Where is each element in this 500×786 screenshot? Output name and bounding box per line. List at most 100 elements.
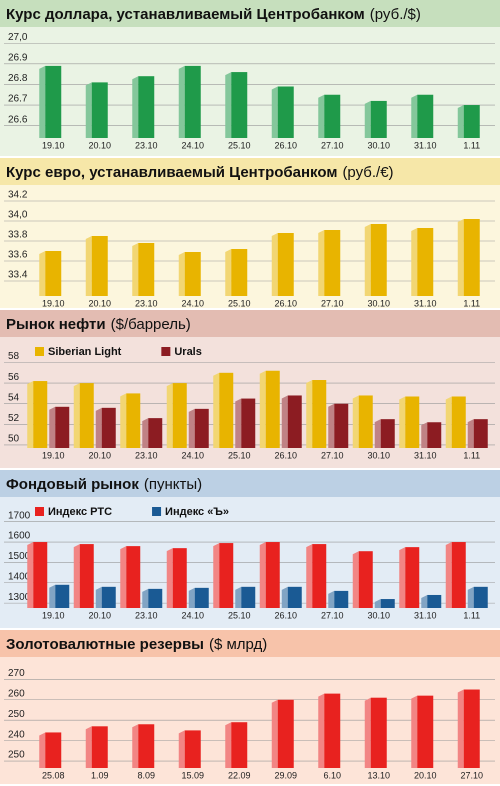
bar	[411, 695, 434, 768]
x-tick-label: 20.10	[414, 770, 437, 780]
bar-front	[370, 100, 387, 138]
bar	[166, 383, 187, 448]
bar-side	[178, 730, 185, 768]
bar-front	[427, 594, 442, 608]
bar-front	[417, 228, 434, 296]
bar-front	[194, 408, 209, 448]
bar-side	[411, 228, 418, 296]
x-tick-label: 20.10	[88, 610, 111, 620]
y-tick-label: 34,0	[8, 210, 28, 221]
legend-swatch	[161, 347, 171, 356]
bar-front	[55, 584, 70, 608]
panel-header	[0, 630, 500, 657]
y-tick-label: 27,0	[8, 32, 28, 43]
bar-front	[138, 76, 155, 138]
x-tick-label: 25.08	[42, 770, 65, 780]
bar-front	[194, 587, 209, 608]
x-tick-label: 23.10	[135, 140, 158, 150]
bar-front	[138, 243, 155, 296]
bar	[281, 395, 302, 448]
bar	[73, 544, 94, 608]
bar-side	[225, 722, 232, 768]
bar-side	[364, 100, 371, 138]
bar-front	[184, 730, 201, 768]
bar-side	[271, 699, 278, 768]
bar	[457, 219, 480, 296]
bar	[374, 419, 395, 448]
x-tick-label: 26.10	[274, 298, 297, 308]
bar-front	[277, 233, 294, 296]
x-tick-label: 31.10	[414, 450, 437, 460]
bar-front	[473, 586, 488, 608]
bar-front	[91, 82, 108, 138]
bar-front	[463, 105, 480, 138]
bar-front	[370, 224, 387, 296]
bar-side	[467, 419, 474, 448]
y-tick-label: 33.6	[8, 250, 28, 261]
bar	[142, 588, 163, 608]
legend-label: Siberian Light	[48, 346, 122, 358]
bar-side	[73, 383, 80, 448]
y-tick-label: 33.8	[8, 230, 28, 241]
bar-front	[241, 398, 256, 448]
y-tick-label: 260	[8, 688, 25, 699]
panel-units: (руб./€)	[342, 164, 393, 181]
bar	[95, 586, 116, 608]
bar-side	[132, 76, 139, 138]
bar	[235, 398, 256, 448]
bar	[467, 419, 488, 448]
bar-front	[184, 252, 201, 296]
bar	[120, 546, 141, 608]
x-tick-label: 27.10	[321, 450, 344, 460]
bar-side	[411, 94, 418, 138]
bar	[281, 586, 302, 608]
bar-front	[91, 726, 108, 768]
x-tick-label: 30.10	[367, 450, 390, 460]
x-tick-label: 6.10	[323, 770, 341, 780]
bar-side	[166, 383, 173, 448]
bar	[142, 418, 163, 448]
legend-label: Urals	[174, 346, 202, 358]
bar-front	[324, 230, 341, 296]
bar-side	[364, 224, 371, 296]
panel-title: Курс доллара, устанавливаемый Центробанк…	[6, 6, 365, 23]
bar	[225, 72, 248, 138]
y-tick-label: 1400	[8, 571, 31, 582]
x-tick-label: 8.09	[137, 770, 155, 780]
bar-front	[219, 543, 234, 608]
bar	[374, 599, 395, 608]
bar-front	[45, 65, 62, 138]
bar-front	[287, 586, 302, 608]
bar-front	[101, 586, 116, 608]
bar-side	[318, 230, 325, 296]
bar-side	[364, 697, 371, 768]
bar-front	[380, 419, 395, 448]
y-tick-label: 50	[8, 434, 20, 445]
bar-side	[188, 587, 195, 608]
bar-side	[95, 586, 102, 608]
panel-header	[0, 158, 500, 185]
x-tick-label: 24.10	[181, 610, 204, 620]
x-tick-label: 20.10	[88, 450, 111, 460]
y-tick-label: 240	[8, 729, 25, 740]
bar	[271, 233, 294, 296]
y-tick-label: 1700	[8, 510, 31, 521]
legend-label: Индекс «Ъ»	[165, 506, 229, 518]
bar-front	[219, 372, 234, 448]
bar-side	[457, 105, 464, 138]
bar-front	[473, 419, 488, 448]
bar	[318, 230, 341, 296]
bar-front	[324, 94, 341, 138]
bar-front	[334, 403, 349, 448]
x-tick-label: 23.10	[135, 298, 158, 308]
bar	[445, 542, 466, 608]
bar-side	[213, 543, 220, 608]
bar-front	[324, 693, 341, 768]
bar-side	[27, 381, 34, 448]
bar-front	[358, 551, 373, 608]
bar	[49, 406, 70, 448]
bar-side	[225, 72, 232, 138]
bar-front	[370, 697, 387, 768]
bar-side	[213, 372, 220, 448]
bar-front	[427, 422, 442, 448]
